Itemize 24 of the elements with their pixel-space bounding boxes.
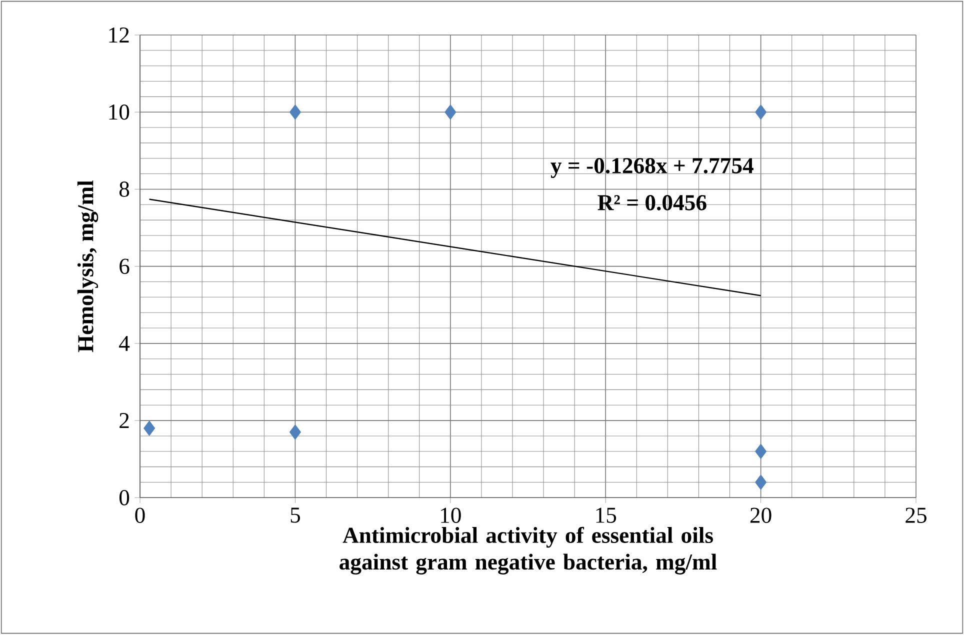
point — [755, 474, 767, 490]
y-axis-title: Hemolysis, mg/ml — [77, 180, 98, 352]
x-tick-label: 0 — [135, 508, 145, 524]
point — [755, 104, 767, 120]
y-tick-label: 0 — [119, 490, 130, 506]
point — [755, 444, 767, 460]
y-tick-label: 10 — [109, 104, 130, 120]
point — [144, 420, 156, 436]
annotation: y = -0.1268x + 7.7754 — [550, 158, 754, 178]
y-tick-label: 8 — [119, 182, 130, 198]
y-tick-label: 4 — [119, 336, 130, 352]
x-axis-title: Antimicrobial activity of essential oils against gram negative bacteria, mg/ml — [340, 526, 717, 575]
x-tick-label: 15 — [596, 508, 616, 524]
y-tick-label: 6 — [120, 258, 130, 274]
point — [444, 104, 456, 120]
point — [289, 424, 301, 440]
x-tick-label: 20 — [750, 508, 772, 524]
x-tick-label: 5 — [290, 508, 300, 523]
x-tick-label: 10 — [441, 508, 461, 524]
y-tick-label: 12 — [109, 28, 129, 43]
x-tick-label: 25 — [906, 508, 926, 524]
annotation: R² = 0.0456 — [598, 195, 706, 211]
y-tick-label: 2 — [120, 413, 129, 428]
point — [289, 104, 301, 120]
